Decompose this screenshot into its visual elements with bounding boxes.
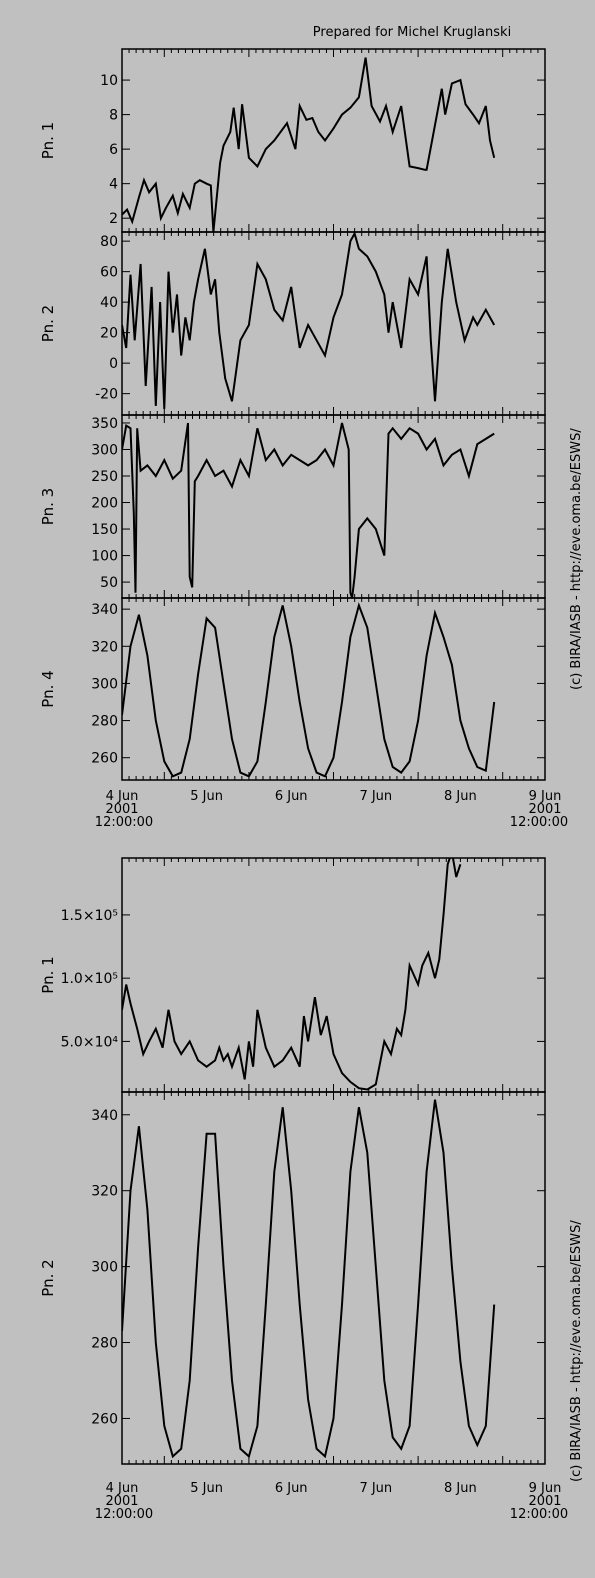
x-start-time: 12:00:00: [95, 815, 153, 830]
y-tick-label: 60: [100, 265, 118, 281]
y-axis-label: Pn. 4: [39, 670, 57, 707]
y-tick-label: 250: [91, 469, 118, 485]
y-tick-label: 320: [91, 1184, 118, 1200]
y-tick-label: 150: [91, 522, 118, 538]
x-tick-label: 4 Jun: [106, 789, 139, 804]
x-start-time: 12:00:00: [95, 1507, 153, 1522]
x-tick-label: 9 Jun: [529, 789, 562, 804]
y-tick-label: 300: [91, 442, 118, 458]
y-tick-label: -20: [95, 387, 118, 403]
y-tick-label: 100: [91, 549, 118, 565]
x-start-year: 2001: [105, 1494, 138, 1509]
y-tick-label: 280: [91, 714, 118, 730]
series-line: [122, 232, 496, 409]
x-tick-label: 7 Jun: [359, 789, 392, 804]
y-axis-label: Pn. 2: [39, 1259, 57, 1296]
y-tick-label: 0: [109, 356, 118, 372]
y-axis-label: Pn. 2: [39, 305, 57, 342]
y-axis-label: Pn. 3: [39, 488, 57, 525]
y-tick-label: 80: [100, 234, 118, 250]
y-tick-label: 260: [91, 751, 118, 767]
y-tick-label: 50: [100, 575, 118, 591]
chart-bottom-panel-1: 5.0×10⁴ 1.0×10⁵ 1.5×10⁵ Pn. 1: [39, 857, 546, 1093]
y-tick-label: 200: [91, 496, 118, 512]
x-end-time: 12:00:00: [510, 1507, 568, 1522]
y-tick-label: 4: [109, 177, 118, 193]
y-tick-label: 10: [100, 73, 118, 89]
y-tick-label: 340: [91, 1108, 118, 1124]
y-tick-label: 6: [109, 142, 118, 158]
y-tick-label: 260: [91, 1411, 118, 1427]
x-tick-label: 9 Jun: [529, 1481, 562, 1496]
x-end-year: 2001: [528, 802, 561, 817]
x-end-year: 2001: [528, 1494, 561, 1509]
x-tick-label: 5 Jun: [190, 1481, 223, 1496]
x-tick-label: 4 Jun: [106, 1481, 139, 1496]
x-tick-label: 6 Jun: [275, 789, 308, 804]
series-line: [122, 602, 496, 778]
y-axis-label: Pn. 1: [39, 956, 57, 993]
x-end-time: 12:00:00: [510, 815, 568, 830]
chart-top-panel-1: 2 4 6 8 10 Pn. 1: [39, 48, 546, 233]
series-line: [122, 1099, 496, 1459]
x-axis-top: 4 Jun 5 Jun 6 Jun 7 Jun 8 Jun 9 Jun200112:00:…: [95, 789, 568, 830]
y-tick-label: 8: [109, 108, 118, 124]
y-tick-label: 280: [91, 1336, 118, 1352]
x-tick-label: 8 Jun: [444, 1481, 477, 1496]
y-tick-label: 350: [91, 416, 118, 432]
y-tick-label: 340: [91, 602, 118, 618]
x-tick-label: 6 Jun: [275, 1481, 308, 1496]
x-tick-label: 5 Jun: [190, 789, 223, 804]
y-axis-label: Pn. 1: [39, 122, 57, 159]
prepared-for-label: Prepared for Michel Kruglanski: [313, 25, 511, 40]
y-tick-label: 320: [91, 639, 118, 655]
chart-top-panel-4: 260 280 300 320 340 Pn. 4: [39, 597, 546, 781]
y-tick-label: 40: [100, 295, 118, 311]
chart-bottom-panel-2: 260 280 300 320 340 Pn. 2: [39, 1091, 546, 1465]
x-tick-label: 8 Jun: [444, 789, 477, 804]
y-tick-label: 20: [100, 326, 118, 342]
y-tick-label: 5.0×10⁴: [61, 1034, 119, 1050]
x-axis-bottom: 4 Jun 5 Jun 6 Jun 7 Jun 8 Jun 9 Jun200112:00:…: [95, 1481, 568, 1522]
series-line: [122, 422, 495, 598]
credit-bottom: (c) BIRA/IASB - http://eve.oma.be/ESWS/: [569, 1220, 584, 1482]
credit-top: (c) BIRA/IASB - http://eve.oma.be/ESWS/: [569, 428, 584, 690]
y-tick-label: 1.0×10⁵: [61, 971, 118, 987]
series-line: [122, 57, 496, 232]
y-tick-label: 300: [91, 676, 118, 692]
series-line: [122, 858, 462, 1091]
y-tick-label: 2: [109, 211, 118, 227]
y-tick-label: 1.5×10⁵: [61, 908, 118, 924]
x-start-year: 2001: [105, 802, 138, 817]
y-tick-label: 300: [91, 1260, 118, 1276]
x-tick-label: 7 Jun: [359, 1481, 392, 1496]
